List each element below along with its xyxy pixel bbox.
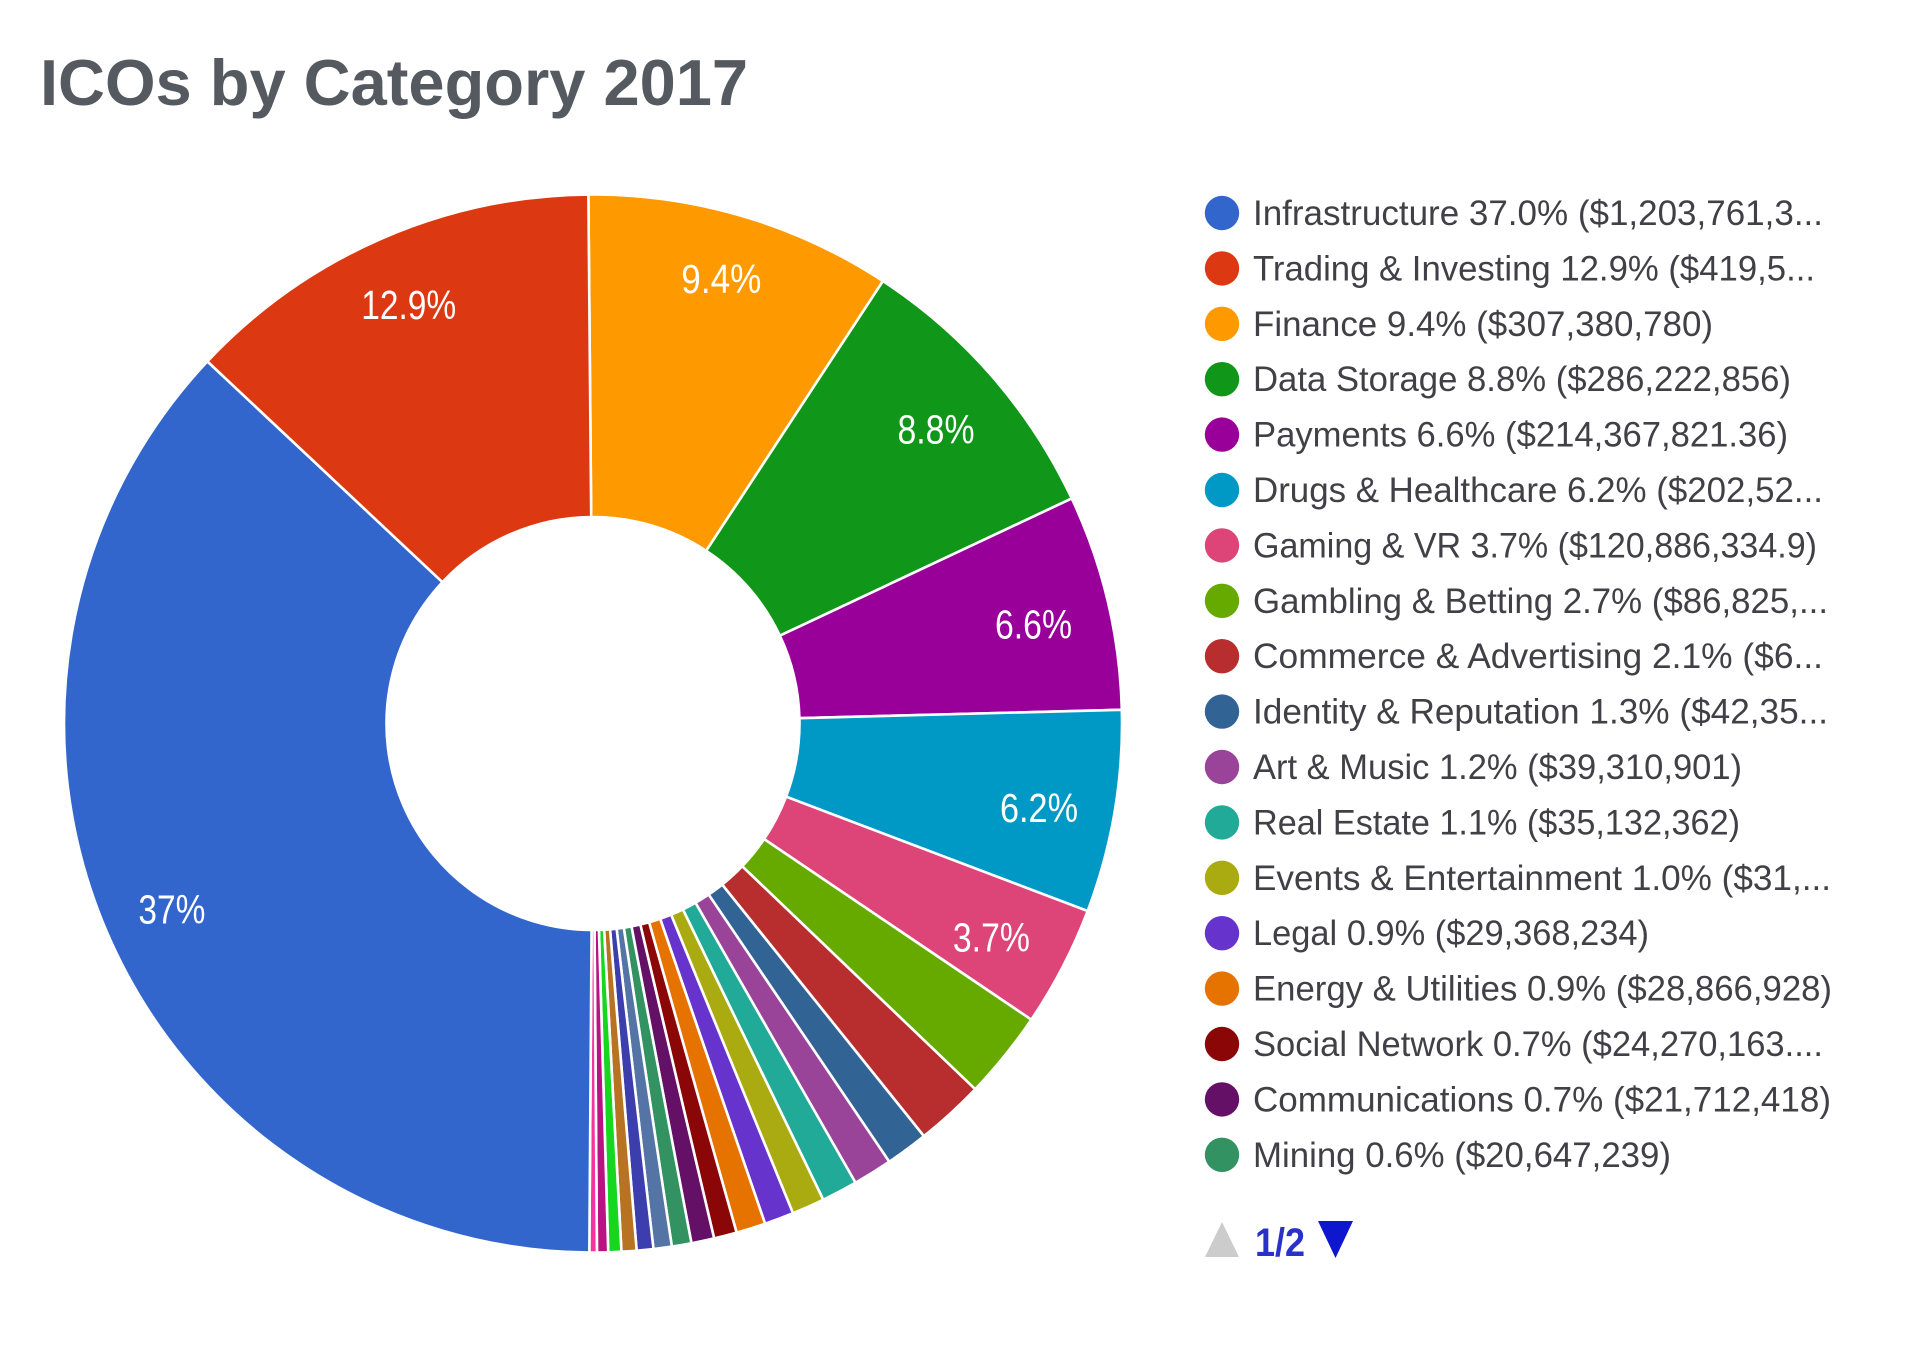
svg-text:Events & Entertainment 1.0% ($: Events & Entertainment 1.0% ($31,... (1253, 859, 1831, 898)
svg-text:Drugs & Healthcare 6.2% ($202,: Drugs & Healthcare 6.2% ($202,52... (1253, 471, 1823, 510)
svg-text:6.2%: 6.2% (1000, 785, 1078, 831)
svg-text:Trading & Investing 12.9% ($41: Trading & Investing 12.9% ($419,5... (1253, 249, 1815, 288)
svg-text:Identity & Reputation 1.3% ($4: Identity & Reputation 1.3% ($42,35... (1253, 693, 1828, 732)
svg-text:1/2: 1/2 (1255, 1221, 1305, 1265)
svg-text:8.8%: 8.8% (898, 406, 975, 452)
svg-text:Commerce & Advertising 2.1% ($: Commerce & Advertising 2.1% ($6... (1253, 637, 1823, 676)
svg-text:Finance 9.4% ($307,380,780): Finance 9.4% ($307,380,780) (1253, 305, 1713, 344)
svg-text:6.6%: 6.6% (995, 601, 1072, 647)
svg-text:Mining 0.6% ($20,647,239): Mining 0.6% ($20,647,239) (1253, 1136, 1671, 1175)
svg-text:Gaming & VR 3.7% ($120,886,334: Gaming & VR 3.7% ($120,886,334.9) (1253, 526, 1817, 565)
svg-text:Communications 0.7% ($21,712,4: Communications 0.7% ($21,712,418) (1253, 1080, 1831, 1119)
svg-text:37%: 37% (138, 886, 205, 932)
svg-text:Legal 0.9% ($29,368,234): Legal 0.9% ($29,368,234) (1253, 914, 1649, 953)
svg-text:Energy & Utilities 0.9% ($28,8: Energy & Utilities 0.9% ($28,866,928) (1253, 970, 1832, 1009)
svg-text:Real Estate 1.1% ($35,132,362): Real Estate 1.1% ($35,132,362) (1253, 803, 1740, 842)
svg-text:12.9%: 12.9% (361, 282, 456, 328)
svg-text:Payments 6.6% ($214,367,821.36: Payments 6.6% ($214,367,821.36) (1253, 416, 1788, 455)
svg-text:Social Network 0.7% ($24,270,1: Social Network 0.7% ($24,270,163.... (1253, 1025, 1823, 1064)
svg-text:9.4%: 9.4% (681, 256, 761, 302)
svg-text:3.7%: 3.7% (953, 914, 1030, 960)
svg-text:Art & Music 1.2% ($39,310,901): Art & Music 1.2% ($39,310,901) (1253, 748, 1742, 787)
svg-text:Gambling & Betting 2.7% ($86,8: Gambling & Betting 2.7% ($86,825,... (1253, 582, 1828, 621)
svg-text:ICOs by Category 2017: ICOs by Category 2017 (40, 46, 748, 119)
svg-text:Infrastructure 37.0% ($1,203,7: Infrastructure 37.0% ($1,203,761,3... (1253, 194, 1823, 233)
svg-text:Data Storage 8.8% ($286,222,85: Data Storage 8.8% ($286,222,856) (1253, 360, 1791, 399)
